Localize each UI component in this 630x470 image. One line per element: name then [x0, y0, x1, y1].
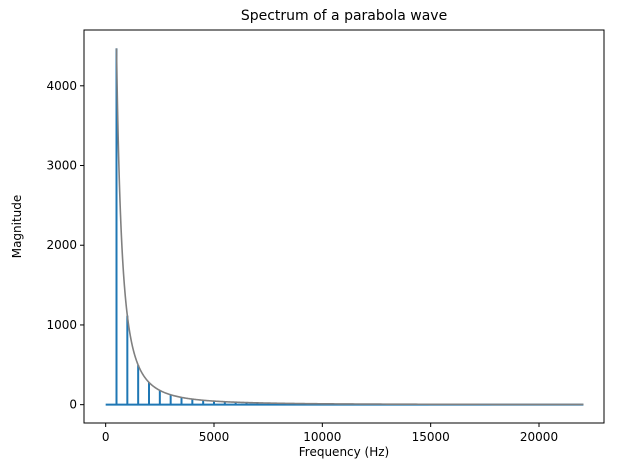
envelope-curve	[115, 48, 584, 406]
x-tick-label: 0	[102, 430, 110, 444]
plot-frame	[83, 29, 605, 424]
x-axis-label: Frequency (Hz)	[299, 445, 390, 459]
y-tick-label: 1000	[46, 318, 77, 332]
y-tick-label: 0	[69, 398, 77, 412]
plot-marks	[105, 48, 584, 406]
y-axis-ticks: 0 1000 2000 3000 4000	[46, 79, 84, 412]
x-axis-ticks: 0 5000 10000 15000 20000	[102, 423, 558, 444]
chart-title: Spectrum of a parabola wave	[241, 8, 447, 24]
y-tick-label: 4000	[46, 79, 77, 93]
x-tick-label: 10000	[303, 430, 341, 444]
y-tick-label: 2000	[46, 238, 77, 252]
x-tick-label: 15000	[412, 430, 450, 444]
x-tick-label: 20000	[520, 430, 558, 444]
y-axis-label: Magnitude	[10, 195, 24, 259]
y-tick-label: 3000	[46, 159, 77, 173]
x-tick-label: 5000	[199, 430, 230, 444]
